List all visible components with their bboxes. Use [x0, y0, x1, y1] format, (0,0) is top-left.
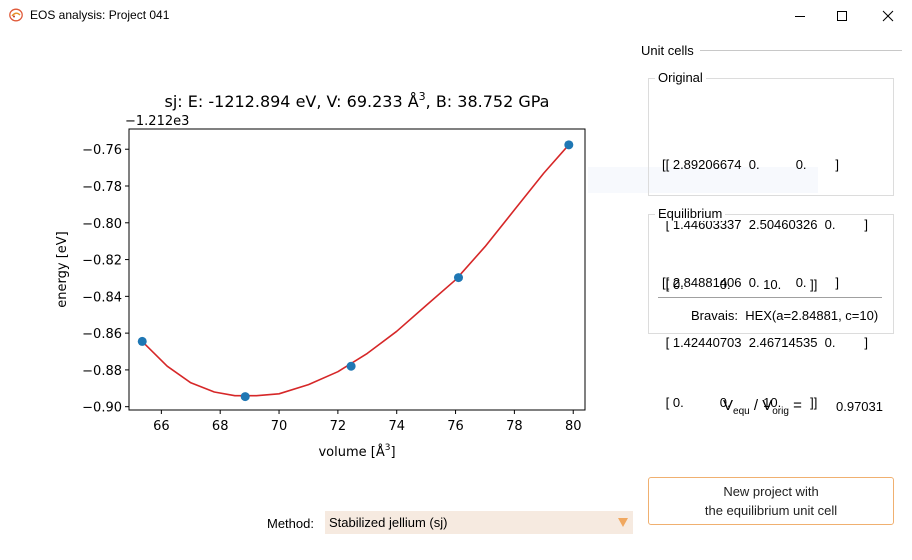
data-point — [453, 273, 463, 283]
y-tick-label: −0.76 — [82, 143, 122, 158]
dropdown-arrow-icon — [618, 518, 628, 527]
x-tick-label: 78 — [506, 419, 523, 434]
unit-cells-divider — [700, 50, 902, 51]
title-bar: EOS analysis: Project 041 — [0, 0, 912, 31]
x-tick-label: 70 — [271, 419, 288, 434]
original-cell-group: Original [[ 2.89206674 0. 0. ] [ 1.44603… — [648, 70, 894, 292]
eos-chart: 66 68 70 72 74 76 78 80 −0.90 −0.88 −0.86 −0.84 −0.8… — [55, 90, 586, 460]
method-label: Method: — [267, 516, 314, 531]
volume-ratio-label: Vequ / Vorig = — [723, 397, 802, 417]
chart-title: sj: E: -1212.894 eV, V: 69.233 Å3, B: 38… — [165, 90, 550, 111]
bravais-value: HEX(a=2.84881, c=10) — [745, 308, 879, 323]
y-tick-label: −0.82 — [82, 254, 122, 269]
x-tick-label: 72 — [330, 419, 347, 434]
y-tick-label: −0.88 — [82, 364, 122, 379]
bravais-divider — [658, 297, 882, 298]
matrix-row: [ 0. 0. 10. ]] — [662, 277, 818, 292]
close-button[interactable] — [865, 0, 911, 31]
equilibrium-cell-title: Equilibrium — [655, 206, 726, 221]
x-tick-label: 74 — [388, 419, 405, 434]
window-title: EOS analysis: Project 041 — [30, 8, 170, 22]
minimize-icon — [795, 15, 805, 17]
new-project-button-line2: the equilibrium unit cell — [704, 503, 838, 518]
close-icon — [882, 10, 894, 21]
unit-cells-header: Unit cells — [641, 43, 694, 58]
x-tick-label: 66 — [153, 419, 170, 434]
matrix-row: [ 0. 0. 10. ]] — [662, 395, 818, 410]
new-project-button[interactable]: New project with the equilibrium unit ce… — [648, 477, 894, 525]
app-logo-icon — [9, 8, 23, 22]
data-point — [564, 140, 574, 150]
data-point — [346, 361, 356, 371]
equilibrium-cell-group: Equilibrium [[ 2.84881406 0. 0. ] [ 1.42… — [648, 206, 894, 410]
matrix-row: [[ 2.89206674 0. 0. ] — [662, 157, 840, 172]
fit-curve — [141, 144, 570, 397]
maximize-button[interactable] — [819, 0, 865, 31]
y-offset-label: −1.212e3 — [125, 114, 189, 129]
new-project-button-line1: New project with — [723, 484, 819, 499]
faded-tooltip — [588, 167, 818, 193]
minimize-button[interactable] — [777, 0, 823, 31]
data-point — [137, 336, 147, 346]
plot-frame — [128, 128, 586, 411]
method-select[interactable]: Stabilized jellium (sj) — [325, 511, 633, 534]
x-tick-label: 76 — [447, 419, 464, 434]
y-tick-label: −0.86 — [82, 327, 122, 342]
bravais-label: Bravais: — [691, 308, 738, 323]
matrix-row: [[ 2.84881406 0. 0. ] — [662, 275, 840, 290]
x-tick-label: 68 — [212, 419, 229, 434]
original-cell-title: Original — [655, 70, 706, 85]
data-point — [240, 392, 250, 402]
x-axis-label: volume [Å3] — [318, 443, 395, 460]
y-tick-label: −0.80 — [82, 217, 122, 232]
volume-ratio-value: 0.97031 — [836, 399, 883, 414]
method-selected-value: Stabilized jellium (sj) — [329, 515, 448, 530]
y-tick-label: −0.84 — [82, 290, 122, 305]
bravais-row: Bravais: HEX(a=2.84881, c=10) — [691, 308, 878, 323]
equilibrium-cell-matrix: [[ 2.84881406 0. 0. ] [ 1.42440703 2.467… — [662, 233, 868, 453]
x-tick-label: 80 — [565, 419, 582, 434]
y-tick-label: −0.90 — [82, 401, 122, 416]
maximize-icon — [837, 10, 847, 21]
y-tick-label: −0.78 — [82, 180, 122, 195]
matrix-row: [ 1.42440703 2.46714535 0. ] — [662, 335, 868, 350]
y-axis-label: energy [eV] — [55, 231, 70, 307]
